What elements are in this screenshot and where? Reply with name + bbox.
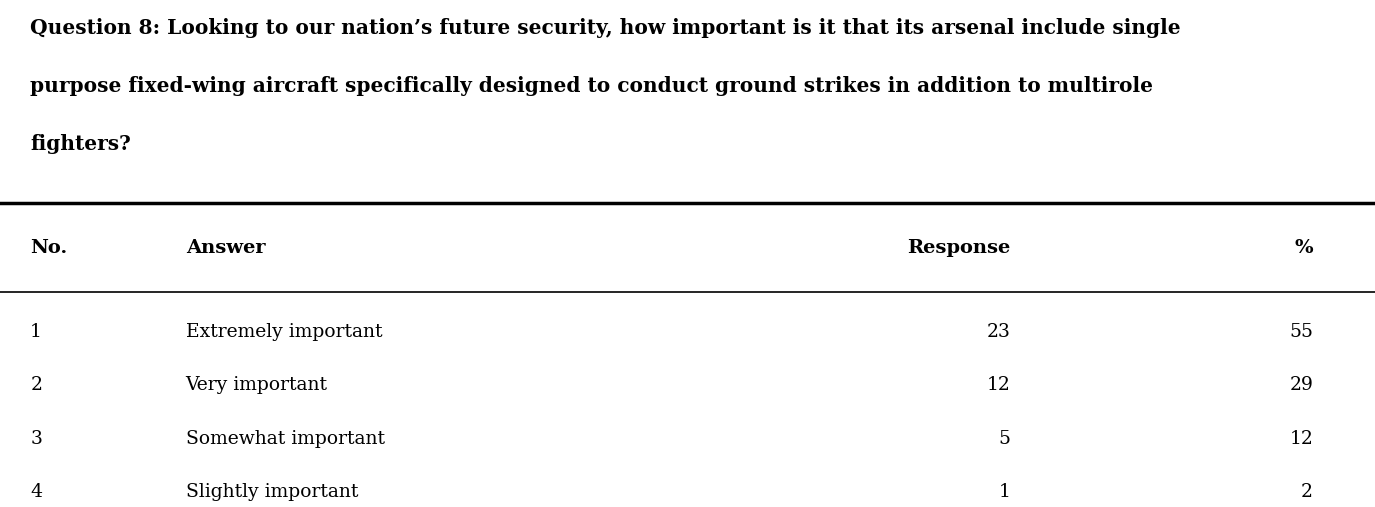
Text: Very important: Very important bbox=[186, 376, 327, 394]
Text: 12: 12 bbox=[987, 376, 1011, 394]
Text: 5: 5 bbox=[998, 429, 1011, 448]
Text: Answer: Answer bbox=[186, 239, 265, 258]
Text: Slightly important: Slightly important bbox=[186, 483, 358, 501]
Text: 4: 4 bbox=[30, 483, 43, 501]
Text: 55: 55 bbox=[1290, 323, 1313, 341]
Text: 23: 23 bbox=[987, 323, 1011, 341]
Text: 3: 3 bbox=[30, 429, 43, 448]
Text: 29: 29 bbox=[1290, 376, 1313, 394]
Text: 1: 1 bbox=[998, 483, 1011, 501]
Text: Question 8: Looking to our nation’s future security, how important is it that it: Question 8: Looking to our nation’s futu… bbox=[30, 18, 1181, 38]
Text: 2: 2 bbox=[30, 376, 43, 394]
Text: No.: No. bbox=[30, 239, 67, 258]
Text: %: % bbox=[1294, 239, 1313, 258]
Text: purpose fixed-wing aircraft specifically designed to conduct ground strikes in a: purpose fixed-wing aircraft specifically… bbox=[30, 76, 1154, 96]
Text: 12: 12 bbox=[1290, 429, 1313, 448]
Text: 1: 1 bbox=[30, 323, 43, 341]
Text: Response: Response bbox=[908, 239, 1011, 258]
Text: fighters?: fighters? bbox=[30, 134, 131, 154]
Text: 2: 2 bbox=[1301, 483, 1313, 501]
Text: Somewhat important: Somewhat important bbox=[186, 429, 385, 448]
Text: Extremely important: Extremely important bbox=[186, 323, 382, 341]
